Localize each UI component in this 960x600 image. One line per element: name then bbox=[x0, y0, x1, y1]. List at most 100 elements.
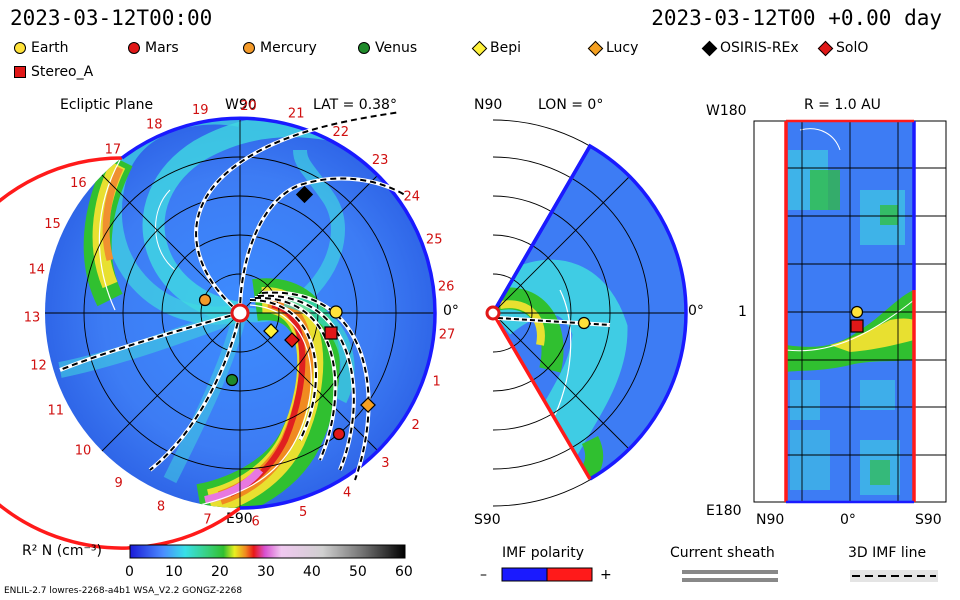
legend-label: Lucy bbox=[606, 40, 639, 56]
meridional-right-label: 0° bbox=[688, 303, 704, 319]
imf-line-title: 3D IMF line bbox=[848, 545, 927, 561]
legend-stereo-a: Stereo_A bbox=[14, 64, 93, 80]
meridional-plot bbox=[485, 119, 688, 507]
venus-marker-icon bbox=[358, 42, 370, 54]
lucy-marker bbox=[360, 397, 376, 413]
imf-polarity-title: IMF polarity bbox=[502, 545, 585, 561]
ecliptic-right-label: 0° bbox=[443, 303, 459, 319]
colorbar bbox=[129, 544, 406, 559]
mars-marker-icon bbox=[128, 42, 140, 54]
radial-left-mid: 1 bbox=[738, 304, 747, 320]
carrington-label: 4 bbox=[343, 485, 351, 500]
mercury-marker bbox=[198, 293, 212, 307]
legend-mercury: Mercury bbox=[243, 40, 317, 56]
current-sheath-title: Current sheath bbox=[670, 545, 775, 561]
carrington-label: 18 bbox=[146, 118, 163, 133]
carrington-label: 27 bbox=[439, 328, 456, 343]
imf-minus: – bbox=[480, 567, 487, 583]
carrington-label: 13 bbox=[24, 311, 41, 326]
mars-marker bbox=[332, 427, 346, 441]
meridional-title: LON = 0° bbox=[538, 97, 604, 113]
ecliptic-title: Ecliptic Plane bbox=[60, 97, 154, 113]
legend-label: Earth bbox=[31, 40, 69, 56]
carrington-label: 16 bbox=[70, 176, 87, 191]
legend-label: Mercury bbox=[260, 40, 317, 56]
imf-line-swatch bbox=[850, 570, 938, 582]
carrington-label: 11 bbox=[48, 404, 65, 419]
solo-marker bbox=[284, 332, 300, 348]
ecliptic-lat: LAT = 0.38° bbox=[313, 97, 397, 113]
radial-x-label-0: 0° bbox=[840, 512, 856, 528]
earth-marker-icon bbox=[14, 42, 26, 54]
legend-earth: Earth bbox=[14, 40, 69, 56]
radial-top-left: W180 bbox=[706, 103, 747, 119]
colorbar-tick: 10 bbox=[165, 564, 183, 580]
ecliptic-bottom-label: E90 bbox=[226, 511, 253, 527]
colorbar-tick: 20 bbox=[211, 564, 229, 580]
legend-label: Stereo_A bbox=[31, 64, 94, 80]
carrington-label: 7 bbox=[203, 512, 211, 527]
imf-plus: + bbox=[600, 567, 612, 583]
legend-label: Bepi bbox=[490, 40, 521, 56]
carrington-label: 20 bbox=[240, 99, 257, 114]
carrington-label: 15 bbox=[44, 217, 61, 232]
carrington-label: 19 bbox=[192, 103, 209, 118]
legend-mars: Mars bbox=[128, 40, 179, 56]
meridional-top-label: N90 bbox=[474, 97, 503, 113]
legend-bepi: Bepi bbox=[471, 40, 521, 56]
legend-venus: Venus bbox=[358, 40, 417, 56]
carrington-label: 8 bbox=[157, 499, 165, 514]
meridional-bottom-label: S90 bbox=[474, 512, 501, 528]
ecliptic-disk bbox=[0, 110, 437, 550]
legend-lucy: Lucy bbox=[587, 40, 639, 56]
carrington-labels: 19 20 212223242526271234567891011121314151… bbox=[24, 99, 456, 529]
carrington-label: 9 bbox=[115, 476, 123, 491]
colorbar-tick: 50 bbox=[349, 564, 367, 580]
carrington-label: 23 bbox=[372, 153, 389, 168]
colorbar-label: R² N (cm⁻³) bbox=[22, 543, 102, 559]
earth-marker bbox=[329, 305, 343, 319]
osiris-rex-marker bbox=[295, 185, 314, 204]
carrington-label: 10 bbox=[75, 444, 92, 459]
radial-bottom-left: E180 bbox=[706, 503, 742, 519]
radial-plot bbox=[753, 119, 947, 504]
carrington-label: 5 bbox=[299, 505, 307, 520]
colorbar-tick: 40 bbox=[303, 564, 321, 580]
carrington-label: 25 bbox=[426, 233, 443, 248]
timestamp-left: 2023-03-12T00:00 bbox=[10, 6, 213, 30]
timestamp-right: 2023-03-12T00 +0.00 day bbox=[651, 6, 942, 30]
legend-solo: SolO bbox=[817, 40, 869, 56]
legend-label: Mars bbox=[145, 40, 179, 56]
stereo-a-marker bbox=[324, 326, 338, 340]
ecliptic-top-label: W90 bbox=[225, 97, 257, 113]
colorbar-tick: 30 bbox=[257, 564, 275, 580]
legend-label: OSIRIS-REx bbox=[720, 40, 799, 56]
colorbar-tick: 0 bbox=[125, 564, 134, 580]
carrington-label: 24 bbox=[404, 190, 421, 205]
legend-label: SolO bbox=[836, 40, 869, 56]
legend-label: Venus bbox=[375, 40, 418, 56]
carrington-label: 21 bbox=[288, 107, 305, 122]
footer-model-info: ENLIL-2.7 lowres-2268-a4b1 WSA_V2.2 GONG… bbox=[4, 586, 243, 596]
radial-x-label-n90: N90 bbox=[756, 512, 785, 528]
bepi-marker bbox=[263, 323, 279, 339]
colorbar-tick: 60 bbox=[395, 564, 413, 580]
imf-polarity-bar bbox=[501, 567, 593, 582]
carrington-label: 12 bbox=[30, 359, 47, 374]
carrington-label: 14 bbox=[29, 263, 46, 278]
carrington-label: 2 bbox=[412, 418, 420, 433]
carrington-label: 26 bbox=[438, 279, 455, 294]
carrington-label: 3 bbox=[381, 456, 389, 471]
carrington-label: 17 bbox=[105, 142, 122, 157]
carrington-label: 6 bbox=[252, 514, 260, 529]
stereo-a-marker-icon bbox=[14, 66, 26, 78]
radial-title: R = 1.0 AU bbox=[804, 97, 881, 113]
carrington-label: 1 bbox=[433, 375, 441, 390]
radial-x-label-s90: S90 bbox=[915, 512, 942, 528]
mercury-marker-icon bbox=[243, 42, 255, 54]
carrington-label: 22 bbox=[333, 125, 350, 140]
current-sheath-swatch bbox=[682, 570, 778, 582]
venus-marker bbox=[225, 373, 239, 387]
